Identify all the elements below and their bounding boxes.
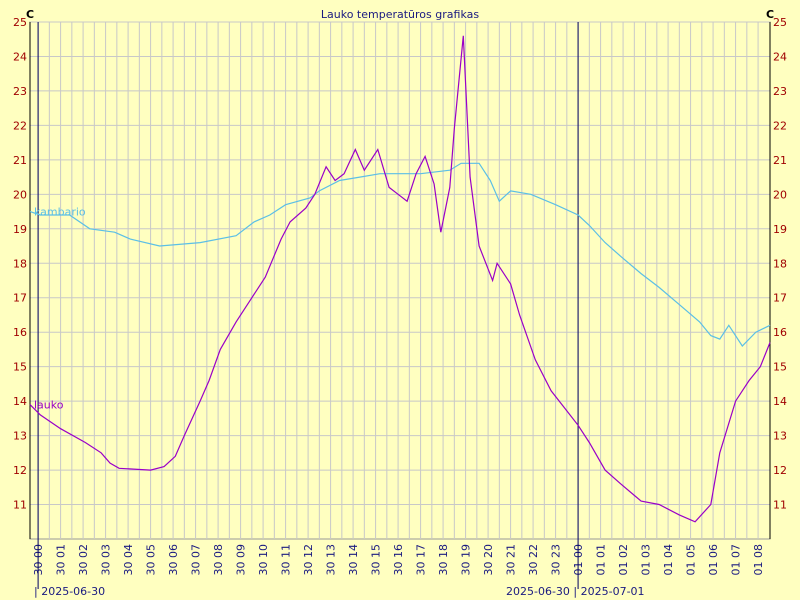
y-tick-label: 16 [13, 326, 27, 339]
x-tick-label: 30 22 [527, 544, 540, 576]
y-tick-label: 25 [13, 16, 27, 29]
x-tick-label: 30 17 [415, 544, 428, 576]
x-tick-label: 30 01 [55, 544, 68, 576]
y-unit: C [26, 8, 34, 21]
x-tick-label: 30 06 [167, 544, 180, 576]
y-tick-label: 12 [773, 464, 787, 477]
x-tick-label: 30 19 [460, 544, 473, 576]
x-tick-label: 30 20 [482, 544, 495, 576]
y-tick-label: 25 [773, 16, 787, 29]
date-annotation: 2025-06-30 | 2025-07-01 [506, 585, 645, 598]
y-tick-label: 23 [13, 85, 27, 98]
y-tick-label: 16 [773, 326, 787, 339]
y-tick-label: 13 [773, 430, 787, 443]
series-line [29, 162, 771, 347]
x-tick-label: 30 05 [145, 544, 158, 576]
y-tick-label: 24 [773, 50, 787, 63]
x-tick-label: 01 01 [595, 544, 608, 576]
series-label: lauko [34, 399, 64, 412]
y-tick-label: 17 [773, 292, 787, 305]
y-tick-label: 15 [773, 361, 787, 374]
y-tick-label: 19 [13, 223, 27, 236]
x-tick-label: 01 07 [730, 544, 743, 576]
x-tick-label: 30 15 [370, 544, 383, 576]
x-tick-label: 01 05 [685, 544, 698, 576]
y-tick-label: 22 [773, 119, 787, 132]
x-tick-label: 30 02 [77, 544, 90, 576]
y-tick-label: 15 [13, 361, 27, 374]
x-tick-label: 30 14 [347, 544, 360, 576]
series-line [29, 35, 771, 523]
y-unit: C [766, 8, 774, 21]
y-tick-label: 13 [13, 430, 27, 443]
x-tick-label: 30 11 [280, 544, 293, 576]
series-label: kambario [34, 206, 86, 219]
x-tick-label: 01 02 [617, 544, 630, 576]
x-tick-label: 30 21 [505, 544, 518, 576]
y-tick-label: 22 [13, 119, 27, 132]
x-tick-label: 30 18 [437, 544, 450, 576]
x-tick-label: 01 06 [707, 544, 720, 576]
y-tick-label: 20 [13, 188, 27, 201]
x-tick-label: 01 04 [662, 544, 675, 576]
y-tick-label: 14 [13, 395, 27, 408]
y-tick-label: 21 [13, 154, 27, 167]
x-tick-label: 30 16 [392, 544, 405, 576]
y-tick-label: 19 [773, 223, 787, 236]
y-tick-label: 14 [773, 395, 787, 408]
x-tick-label: 01 08 [752, 544, 765, 576]
y-tick-label: 11 [13, 499, 27, 512]
x-tick-label: 30 13 [325, 544, 338, 576]
x-tick-label: 30 07 [190, 544, 203, 576]
x-tick-label: 30 12 [302, 544, 315, 576]
date-annotation: | 2025-06-30 [34, 585, 105, 598]
y-tick-label: 24 [13, 50, 27, 63]
x-tick-label: 30 03 [100, 544, 113, 576]
x-tick-label: 30 23 [550, 544, 563, 576]
y-tick-label: 23 [773, 85, 787, 98]
x-tick-label: 30 09 [235, 544, 248, 576]
plot-area [29, 21, 771, 540]
y-tick-label: 20 [773, 188, 787, 201]
chart-title: Lauko temperatūros grafikas [321, 8, 479, 21]
y-tick-label: 17 [13, 292, 27, 305]
y-tick-label: 18 [773, 257, 787, 270]
y-tick-label: 18 [13, 257, 27, 270]
y-tick-label: 12 [13, 464, 27, 477]
y-tick-label: 11 [773, 499, 787, 512]
x-tick-label: 30 04 [122, 544, 135, 576]
x-tick-label: 30 08 [212, 544, 225, 576]
x-tick-label: 01 03 [640, 544, 653, 576]
y-tick-label: 21 [773, 154, 787, 167]
x-tick-label: 30 10 [257, 544, 270, 576]
